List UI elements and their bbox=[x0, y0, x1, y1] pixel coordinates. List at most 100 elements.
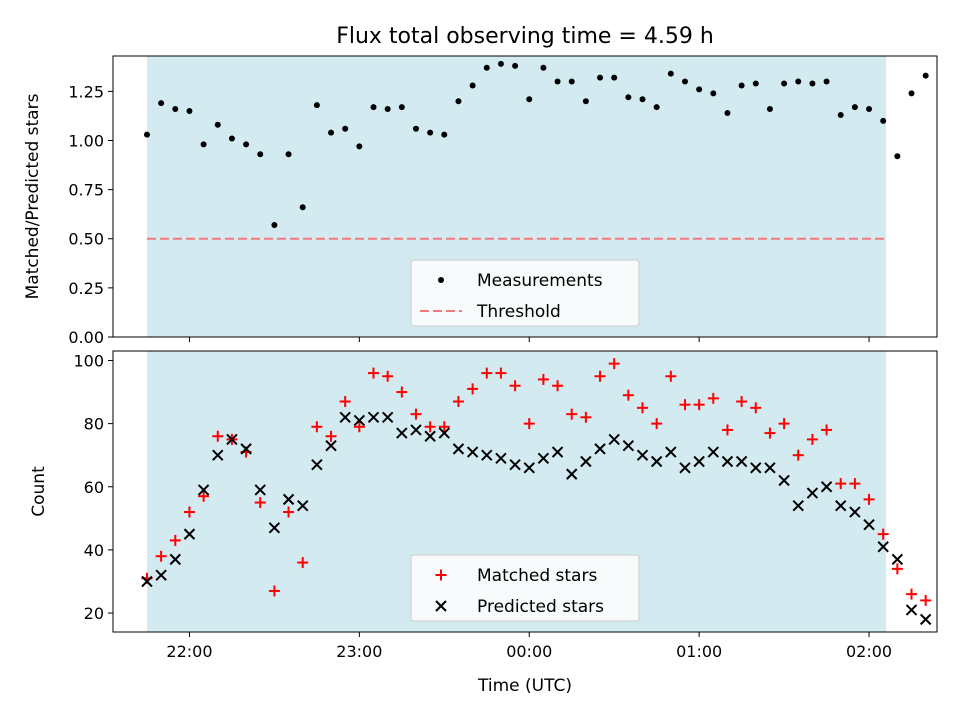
legend-label: Matched stars bbox=[477, 566, 597, 586]
ratio-panel-frame bbox=[112, 55, 938, 338]
predicted-star-point bbox=[410, 424, 422, 436]
matched-star-point bbox=[906, 588, 918, 600]
measurement-point bbox=[851, 104, 858, 111]
measurement-point bbox=[582, 98, 589, 105]
predicted-star-point bbox=[396, 427, 408, 439]
y-tick-label: 0.00 bbox=[68, 328, 104, 347]
predicted-star-point bbox=[509, 458, 521, 471]
matched-star-point bbox=[665, 370, 677, 382]
predicted-star-point bbox=[693, 455, 705, 468]
measurement-point bbox=[257, 151, 264, 158]
matched-star-point bbox=[467, 383, 479, 395]
count-panel-frame bbox=[112, 350, 938, 633]
y-tick-label: 1.00 bbox=[68, 131, 104, 150]
predicted-star-point bbox=[551, 446, 564, 458]
measurement-point bbox=[186, 108, 193, 115]
measurement-point bbox=[653, 104, 660, 111]
matched-star-point bbox=[382, 370, 394, 382]
measurement-point bbox=[611, 74, 618, 81]
matched-star-point bbox=[438, 421, 450, 433]
measurement-point bbox=[681, 78, 688, 85]
matched-star-point bbox=[353, 421, 365, 433]
measurement-point bbox=[894, 153, 901, 160]
predicted-star-point bbox=[650, 455, 663, 468]
measurement-point bbox=[342, 125, 349, 132]
measurement-point bbox=[172, 106, 179, 113]
legend-label: Predicted stars bbox=[477, 597, 604, 617]
predicted-star-point bbox=[183, 528, 196, 540]
predicted-star-point bbox=[622, 440, 635, 452]
matched-star-point bbox=[452, 396, 464, 408]
matched-star-point bbox=[891, 563, 903, 575]
predicted-star-point bbox=[141, 575, 153, 588]
matched-star-point bbox=[424, 421, 436, 433]
measurement-point bbox=[356, 143, 363, 150]
measurement-point bbox=[512, 62, 519, 69]
ratio-panel: 0.00 0.25 0.50 0.75 1.00 1.25 Matched/Predict… bbox=[23, 55, 938, 347]
matched-star-point bbox=[821, 424, 833, 436]
predicted-star-point bbox=[891, 553, 904, 566]
predicted-star-point bbox=[353, 414, 366, 427]
chart-title: Flux total observing time = 4.59 h bbox=[336, 24, 714, 49]
matched-star-point bbox=[368, 367, 380, 379]
count-legend: Matched stars Predicted stars bbox=[410, 554, 640, 622]
predicted-star-point bbox=[481, 449, 493, 461]
x-tick-label: 02:00 bbox=[846, 642, 892, 661]
matched-star-point bbox=[679, 399, 691, 411]
measurement-point bbox=[752, 80, 759, 87]
matched-star-point bbox=[863, 493, 875, 505]
predicted-star-point bbox=[268, 522, 281, 534]
matched-star-point bbox=[920, 594, 932, 606]
matched-star-point bbox=[764, 427, 776, 439]
predicted-star-point bbox=[566, 468, 578, 480]
predicted-star-point bbox=[580, 455, 592, 468]
predicted-star-point bbox=[424, 430, 436, 442]
predicted-star-point bbox=[835, 500, 847, 512]
predicted-star-point bbox=[636, 449, 649, 461]
y-tick-label: 40 bbox=[84, 541, 104, 560]
matched-star-point bbox=[580, 411, 592, 423]
predicted-star-point bbox=[537, 452, 550, 465]
predicted-star-point bbox=[665, 446, 677, 458]
matched-star-point bbox=[183, 506, 195, 518]
predicted-star-point bbox=[863, 518, 875, 531]
measurement-point bbox=[497, 60, 504, 67]
count-series-layer bbox=[141, 358, 932, 626]
ratio-series-layer bbox=[143, 60, 929, 240]
measurement-point bbox=[710, 90, 717, 97]
predicted-star-point bbox=[339, 411, 351, 424]
y-tick-label: 60 bbox=[84, 478, 104, 497]
ratio-y-axis-label: Matched/Predicted stars bbox=[23, 93, 43, 299]
ratio-legend: Measurements Threshold bbox=[410, 259, 640, 327]
matched-star-point bbox=[410, 408, 422, 420]
legend-dot-handle bbox=[438, 277, 444, 283]
matched-star-point bbox=[792, 449, 804, 461]
measurement-point bbox=[922, 72, 929, 79]
measurement-point bbox=[228, 135, 235, 142]
legend-box bbox=[410, 554, 640, 622]
ratio-x-ticks bbox=[188, 337, 870, 342]
measurement-point bbox=[483, 64, 490, 71]
measurement-point bbox=[880, 117, 887, 124]
matched-star-point bbox=[509, 380, 521, 392]
count-panel: 20 40 60 80 100 22:00 23:00 00:00 01:00 02:00 Co… bbox=[29, 350, 938, 696]
measurement-point bbox=[837, 111, 844, 118]
matched-star-point bbox=[283, 506, 295, 518]
predicted-star-point bbox=[495, 452, 507, 465]
measurement-point bbox=[384, 106, 391, 113]
measurement-point bbox=[795, 78, 802, 85]
matched-star-point bbox=[198, 490, 210, 502]
measurement-point bbox=[299, 204, 306, 211]
measurement-point bbox=[526, 96, 533, 103]
y-tick-label: 20 bbox=[84, 604, 104, 623]
y-tick-label: 80 bbox=[84, 415, 104, 434]
y-tick-label: 0.50 bbox=[68, 230, 104, 249]
measurement-point bbox=[143, 131, 150, 138]
y-tick-label: 1.25 bbox=[68, 82, 104, 101]
predicted-star-point bbox=[381, 411, 394, 424]
predicted-star-point bbox=[240, 443, 252, 455]
measurement-point bbox=[370, 104, 377, 111]
x-axis-label: Time (UTC) bbox=[477, 676, 572, 696]
predicted-star-point bbox=[212, 449, 224, 461]
